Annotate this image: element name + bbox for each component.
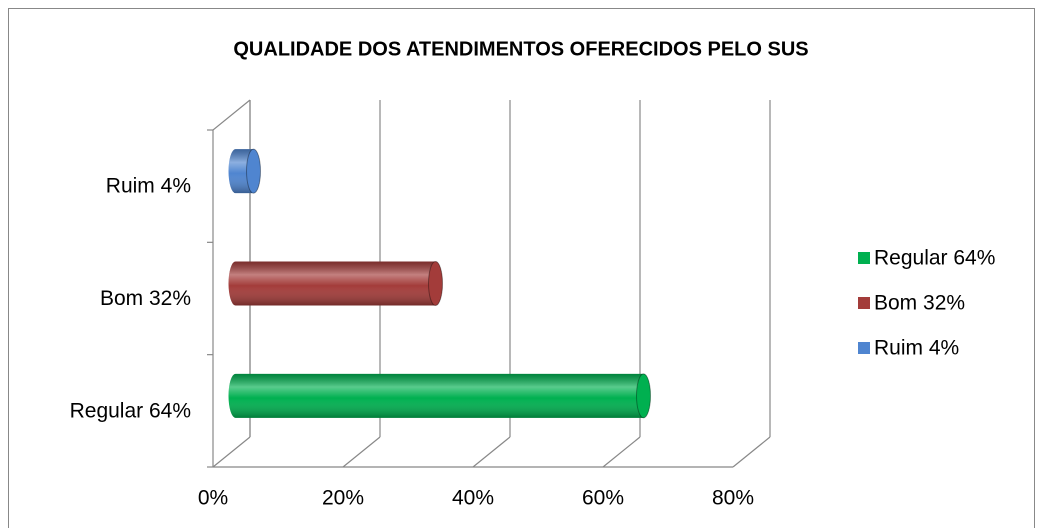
- legend-swatch: [858, 252, 870, 264]
- x-tick-label: 60%: [582, 487, 624, 510]
- floor-line: [342, 436, 381, 468]
- x-tick-label: 0%: [198, 487, 228, 510]
- x-tick-label: 40%: [452, 487, 494, 510]
- y-tick-label: Regular 64%: [70, 399, 191, 422]
- legend-swatch: [858, 342, 870, 354]
- bar: [228, 373, 651, 419]
- legend-label: Ruim 4%: [874, 337, 959, 360]
- chart-frame: [8, 8, 1035, 528]
- legend-label: Regular 64%: [874, 247, 995, 270]
- legend-label: Bom 32%: [874, 292, 965, 315]
- axis-depth: [212, 99, 251, 131]
- floor-line: [732, 436, 771, 468]
- y-tick-label: Ruim 4%: [106, 175, 191, 198]
- chart-title: QUALIDADE DOS ATENDIMENTOS OFERECIDOS PE…: [233, 38, 808, 60]
- floor-line: [602, 436, 641, 468]
- y-tick-label: Bom 32%: [100, 287, 191, 310]
- bar: [228, 261, 443, 306]
- floor-line: [212, 436, 251, 468]
- legend-swatch: [858, 297, 870, 309]
- x-tick-label: 20%: [322, 487, 364, 510]
- bar: [228, 148, 261, 194]
- x-tick-label: 80%: [712, 487, 754, 510]
- floor-line: [472, 436, 511, 468]
